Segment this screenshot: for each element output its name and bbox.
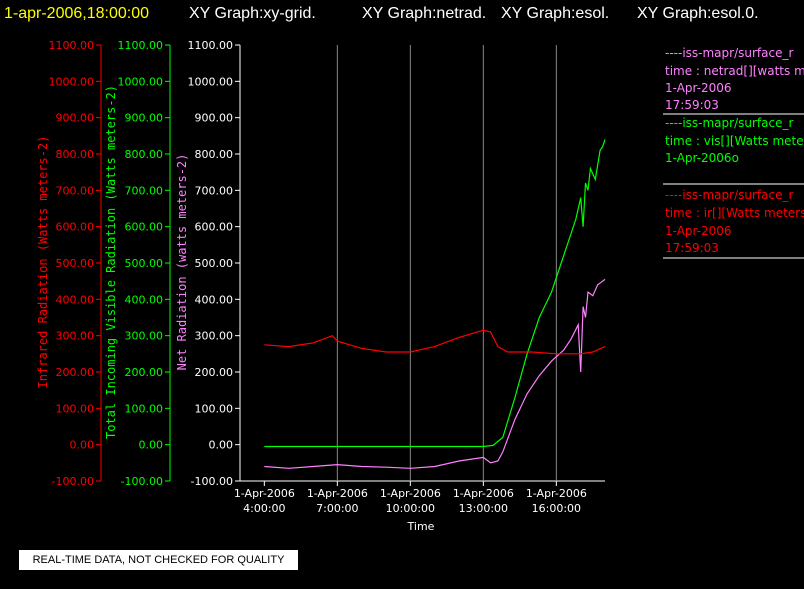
net-axis-title: Net Radiation (watts meters-2) xyxy=(175,154,189,371)
visible-tick-label-4: 300.00 xyxy=(125,330,164,343)
infrared-tick-label-4: 300.00 xyxy=(56,330,95,343)
infrared-tick-label-0: -100.00 xyxy=(52,475,94,488)
net-tick-label-4: 300.00 xyxy=(195,330,234,343)
header-graph-2[interactable]: XY Graph:netrad. xyxy=(362,5,486,22)
infrared-tick-label-2: 100.00 xyxy=(56,402,95,415)
visible-tick-label-8: 700.00 xyxy=(125,184,164,197)
infrared-tick-label-3: 200.00 xyxy=(56,366,95,379)
net-tick-label-1: 0.00 xyxy=(209,439,234,452)
infrared-tick-label-8: 700.00 xyxy=(56,184,95,197)
visible-tick-label-2: 100.00 xyxy=(125,402,164,415)
x-axis-title: Time xyxy=(407,520,435,533)
series-line-0 xyxy=(264,139,606,448)
net-tick-label-3: 200.00 xyxy=(195,366,234,379)
visible-tick-label-10: 900.00 xyxy=(125,112,164,125)
visible-tick-label-6: 500.00 xyxy=(125,257,164,270)
visible-tick-label-5: 400.00 xyxy=(125,293,164,306)
x-tick-date-3: 1-Apr-2006 xyxy=(453,487,514,500)
series-group xyxy=(264,139,606,469)
infrared-tick-label-6: 500.00 xyxy=(56,257,95,270)
x-tick-time-1: 7:00:00 xyxy=(316,502,358,515)
legend-vis-source: ----iss-mapr/surface_r xyxy=(665,116,793,130)
infrared-tick-label-7: 600.00 xyxy=(56,221,95,234)
x-tick-time-0: 4:00:00 xyxy=(243,502,285,515)
net-tick-label-9: 800.00 xyxy=(195,148,234,161)
header-graph-1[interactable]: XY Graph:xy-grid. xyxy=(189,5,316,22)
x-tick-time-2: 10:00:00 xyxy=(386,502,435,515)
infrared-tick-label-10: 900.00 xyxy=(56,112,95,125)
visible-tick-label-1: 0.00 xyxy=(139,439,164,452)
quality-notice: REAL-TIME DATA, NOT CHECKED FOR QUALITY xyxy=(19,550,298,570)
visible-tick-label-9: 800.00 xyxy=(125,148,164,161)
net-tick-label-12: 1100.00 xyxy=(188,39,234,52)
infrared-axis-title: Infrared Radiation (Watts meters-2) xyxy=(36,136,50,389)
x-tick-date-1: 1-Apr-2006 xyxy=(307,487,368,500)
net-tick-label-8: 700.00 xyxy=(195,184,234,197)
legend-netrad-date: 1-Apr-2006 xyxy=(665,81,732,95)
visible-tick-label-12: 1100.00 xyxy=(118,39,164,52)
header-timestamp: 1-apr-2006,18:00:00 xyxy=(4,5,149,22)
visible-axis-title: Total Incoming Visible Radiation (Watts … xyxy=(104,85,118,439)
legend-netrad-var: time : netrad[][watts me xyxy=(665,64,804,78)
legend-vis-var: time : vis[][Watts meter xyxy=(665,134,804,148)
legend: ----iss-mapr/surface_r time : netrad[][w… xyxy=(663,46,804,259)
infrared-y-axis: -100.00 0.00 100.00 200.00 300.00 400.00 500.0… xyxy=(49,39,102,488)
x-tick-time-3: 13:00:00 xyxy=(459,502,508,515)
header-graph-3[interactable]: XY Graph:esol. xyxy=(501,5,609,22)
infrared-tick-label-12: 1100.00 xyxy=(49,39,95,52)
visible-tick-label-3: 200.00 xyxy=(125,366,164,379)
net-y-axis-ticks: -100.00 0.00 100.00 200.00 300.00 400.00 500.0… xyxy=(188,39,240,488)
visible-y-axis: -100.00 0.00 100.00 200.00 300.00 400.00 500.0… xyxy=(118,39,171,488)
legend-netrad-source: ----iss-mapr/surface_r xyxy=(665,46,793,60)
infrared-tick-label-9: 800.00 xyxy=(56,148,95,161)
x-axis-ticks: 1-Apr-2006 4:00:00 1-Apr-2006 7:00:00 1-Apr-… xyxy=(234,481,587,515)
net-tick-label-2: 100.00 xyxy=(195,402,234,415)
visible-tick-label-7: 600.00 xyxy=(125,221,164,234)
net-tick-label-11: 1000.00 xyxy=(188,75,234,88)
grid-lines xyxy=(336,45,557,481)
net-tick-label-5: 400.00 xyxy=(195,293,234,306)
x-tick-time-4: 16:00:00 xyxy=(532,502,581,515)
header-graph-4[interactable]: XY Graph:esol.0. xyxy=(637,5,759,22)
series-line-1 xyxy=(264,278,606,469)
legend-netrad-time: 17:59:03 xyxy=(665,98,719,112)
visible-tick-label-11: 1000.00 xyxy=(118,75,164,88)
infrared-tick-label-1: 0.00 xyxy=(70,439,95,452)
net-tick-label-0: -100.00 xyxy=(191,475,233,488)
infrared-tick-label-11: 1000.00 xyxy=(49,75,95,88)
legend-ir-source: ----iss-mapr/surface_r xyxy=(665,188,793,202)
legend-ir-date: 1-Apr-2006 xyxy=(665,224,732,238)
x-tick-date-2: 1-Apr-2006 xyxy=(380,487,441,500)
legend-ir-time: 17:59:03 xyxy=(665,241,719,255)
infrared-tick-label-5: 400.00 xyxy=(56,293,95,306)
legend-vis-date: 1-Apr-2006o xyxy=(665,151,739,165)
x-tick-date-4: 1-Apr-2006 xyxy=(526,487,587,500)
net-tick-label-6: 500.00 xyxy=(195,257,234,270)
net-tick-label-7: 600.00 xyxy=(195,221,234,234)
x-tick-date-0: 1-Apr-2006 xyxy=(234,487,295,500)
series-line-2 xyxy=(264,329,606,355)
visible-tick-label-0: -100.00 xyxy=(121,475,163,488)
net-tick-label-10: 900.00 xyxy=(195,112,234,125)
legend-ir-var: time : ir[][Watts meters xyxy=(665,206,804,220)
